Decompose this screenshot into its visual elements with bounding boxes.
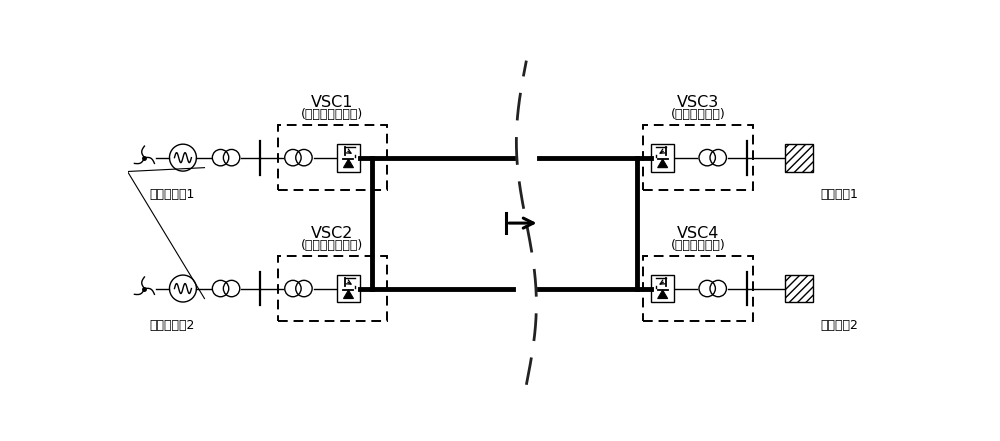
Text: 海上风电场1: 海上风电场1 <box>149 188 195 201</box>
Text: VSC4: VSC4 <box>677 226 719 241</box>
Text: 海上风电场2: 海上风电场2 <box>149 319 195 332</box>
Text: 交流系统1: 交流系统1 <box>821 188 859 201</box>
Bar <box>337 275 360 303</box>
Text: VSC2: VSC2 <box>311 226 354 241</box>
Bar <box>337 144 360 172</box>
Text: 交流系统2: 交流系统2 <box>821 319 859 332</box>
Text: VSC3: VSC3 <box>677 95 719 110</box>
Bar <box>651 275 674 303</box>
Bar <box>785 144 813 172</box>
Bar <box>651 144 674 172</box>
Polygon shape <box>658 159 668 168</box>
Text: (连接交流系统): (连接交流系统) <box>671 108 725 121</box>
Text: (连接交流系统): (连接交流系统) <box>671 239 725 252</box>
Text: (连接海上风电场): (连接海上风电场) <box>301 239 363 252</box>
Polygon shape <box>343 159 353 168</box>
Polygon shape <box>343 290 353 299</box>
Bar <box>278 256 387 321</box>
Polygon shape <box>658 290 668 299</box>
Text: (连接海上风电场): (连接海上风电场) <box>301 108 363 121</box>
Bar <box>278 125 387 190</box>
Text: VSC1: VSC1 <box>311 95 354 110</box>
Bar <box>785 275 813 303</box>
Bar <box>643 256 753 321</box>
Bar <box>643 125 753 190</box>
